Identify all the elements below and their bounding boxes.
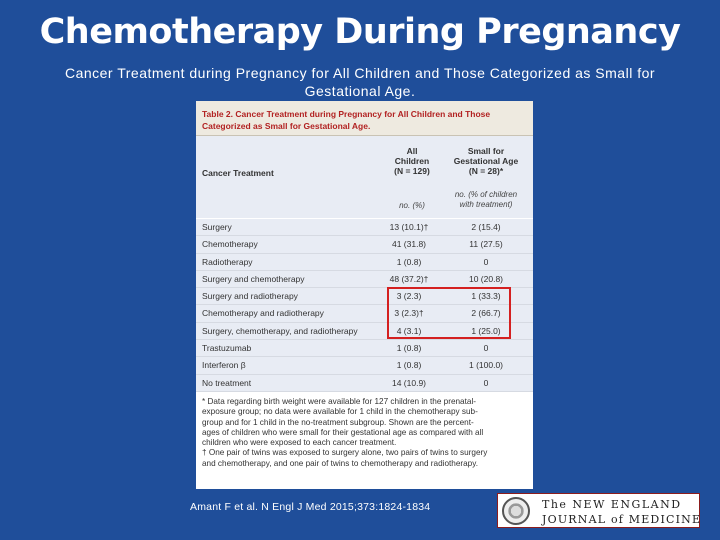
row-sga: 11 (27.5) — [469, 239, 503, 250]
table-row: Surgery, chemotherapy, and radiotherapy … — [196, 322, 533, 341]
row-sga: 1 (25.0) — [471, 325, 501, 336]
units-sga-line1: no. (% of children — [454, 190, 518, 199]
units-sga-line2: with treatment) — [459, 200, 513, 209]
row-sga: 2 (66.7) — [471, 308, 501, 319]
header-treatment: Cancer Treatment — [202, 168, 274, 178]
table-label: Table 2. — [202, 109, 234, 119]
table-row: Surgery and chemotherapy 48 (37.2)† 10 (… — [196, 270, 533, 289]
units-sga: no. (% of children with treatment) — [446, 190, 526, 210]
row-treatment: Surgery — [202, 222, 232, 232]
row-all: 1 (0.8) — [396, 360, 422, 371]
row-all: 3 (2.3) — [396, 291, 422, 302]
row-all: 48 (37.2)† — [389, 273, 429, 284]
footnote-line: group and for 1 child in the no-treatmen… — [202, 417, 474, 427]
units-all: no. (%) — [399, 201, 425, 210]
row-all: 14 (10.9) — [391, 377, 427, 388]
row-treatment: Surgery and chemotherapy — [202, 273, 305, 284]
header-all-line1: All — [406, 146, 418, 156]
row-sga: 1 (33.3) — [471, 291, 501, 302]
logo-line2: JOURNAL of MEDICINE — [542, 513, 702, 526]
row-all: 13 (10.1)† — [389, 222, 429, 232]
footnote-line: * Data regarding birth weight were avail… — [202, 397, 476, 406]
row-treatment: Radiotherapy — [202, 256, 253, 267]
row-treatment: Interferon β — [202, 360, 246, 371]
table-row: Chemotherapy and radiotherapy 3 (2.3)† 2… — [196, 305, 533, 323]
table-caption: Table 2. Cancer Treatment during Pregnan… — [196, 101, 533, 136]
table-figure: Table 2. Cancer Treatment during Pregnan… — [196, 101, 533, 489]
nejm-logo: The NEW ENGLAND JOURNAL of MEDICINE — [497, 493, 700, 528]
row-all: 3 (2.3)† — [394, 308, 424, 319]
footnote-line: children who were exposed to each cancer… — [202, 438, 397, 448]
slide-subtitle: Cancer Treatment during Pregnancy for Al… — [64, 65, 656, 99]
row-treatment: Trastuzumab — [202, 343, 252, 354]
table-body: Surgery 13 (10.1)† 2 (15.4) Chemotherapy… — [196, 219, 533, 392]
row-all: 1 (0.8) — [396, 256, 422, 267]
logo-line1: The NEW ENGLAND — [542, 498, 682, 511]
row-treatment: Surgery and radiotherapy — [202, 291, 298, 302]
header-all-line3: (N = 129) — [394, 166, 430, 176]
table-row: Trastuzumab 1 (0.8) 0 — [196, 340, 533, 358]
table-row: Interferon β 1 (0.8) 1 (100.0) — [196, 357, 533, 375]
row-all: 41 (31.8) — [391, 239, 427, 250]
highlight-box — [387, 287, 511, 339]
table-footnotes: * Data regarding birth weight were avail… — [196, 397, 533, 469]
table-caption-line1: Cancer Treatment during Pregnancy for Al… — [235, 109, 491, 119]
table-row: Chemotherapy 41 (31.8) 11 (27.5) — [196, 236, 533, 254]
nejm-seal-icon — [502, 497, 530, 525]
table-caption-line2: Categorized as Small for Gestational Age… — [202, 121, 371, 131]
row-all: 1 (0.8) — [396, 343, 422, 354]
table-row: No treatment 14 (10.9) 0 — [196, 374, 533, 392]
row-sga: 0 — [483, 377, 489, 388]
footnote-line: ages of children who were small for thei… — [202, 427, 484, 437]
row-all: 4 (3.1) — [396, 325, 422, 336]
citation: Amant F et al. N Engl J Med 2015;373:182… — [190, 501, 431, 513]
table-row: Surgery 13 (10.1)† 2 (15.4) — [196, 219, 533, 237]
row-sga: 10 (20.8) — [468, 273, 504, 284]
row-sga: 2 (15.4) — [471, 222, 501, 232]
header-all-line2: Children — [394, 156, 430, 166]
row-treatment: Surgery, chemotherapy, and radiotherapy — [202, 325, 358, 336]
row-sga: 0 — [483, 256, 489, 267]
footnote-line: exposure group; no data were available f… — [202, 407, 478, 417]
row-sga: 1 (100.0) — [468, 360, 504, 371]
header-sga-line3: (N = 28)* — [468, 166, 504, 176]
row-treatment: Chemotherapy and radiotherapy — [202, 308, 324, 319]
header-sga: Small for Gestational Age (N = 28)* — [446, 146, 526, 176]
table-row: Surgery and radiotherapy 3 (2.3) 1 (33.3… — [196, 288, 533, 306]
row-treatment: No treatment — [202, 377, 252, 388]
table-row: Radiotherapy 1 (0.8) 0 — [196, 253, 533, 271]
footnote-line: † One pair of twins was exposed to surge… — [202, 448, 488, 458]
row-sga: 0 — [483, 343, 489, 354]
footnote-line: and chemotherapy, and one pair of twins … — [202, 458, 478, 468]
header-sga-line1: Small for — [467, 146, 505, 156]
slide-title: Chemotherapy During Pregnancy — [39, 12, 681, 52]
header-all-children: All Children (N = 129) — [390, 146, 434, 176]
row-treatment: Chemotherapy — [202, 239, 258, 250]
table-header: Cancer Treatment All Children (N = 129) … — [196, 136, 533, 218]
header-sga-line2: Gestational Age — [453, 156, 519, 166]
